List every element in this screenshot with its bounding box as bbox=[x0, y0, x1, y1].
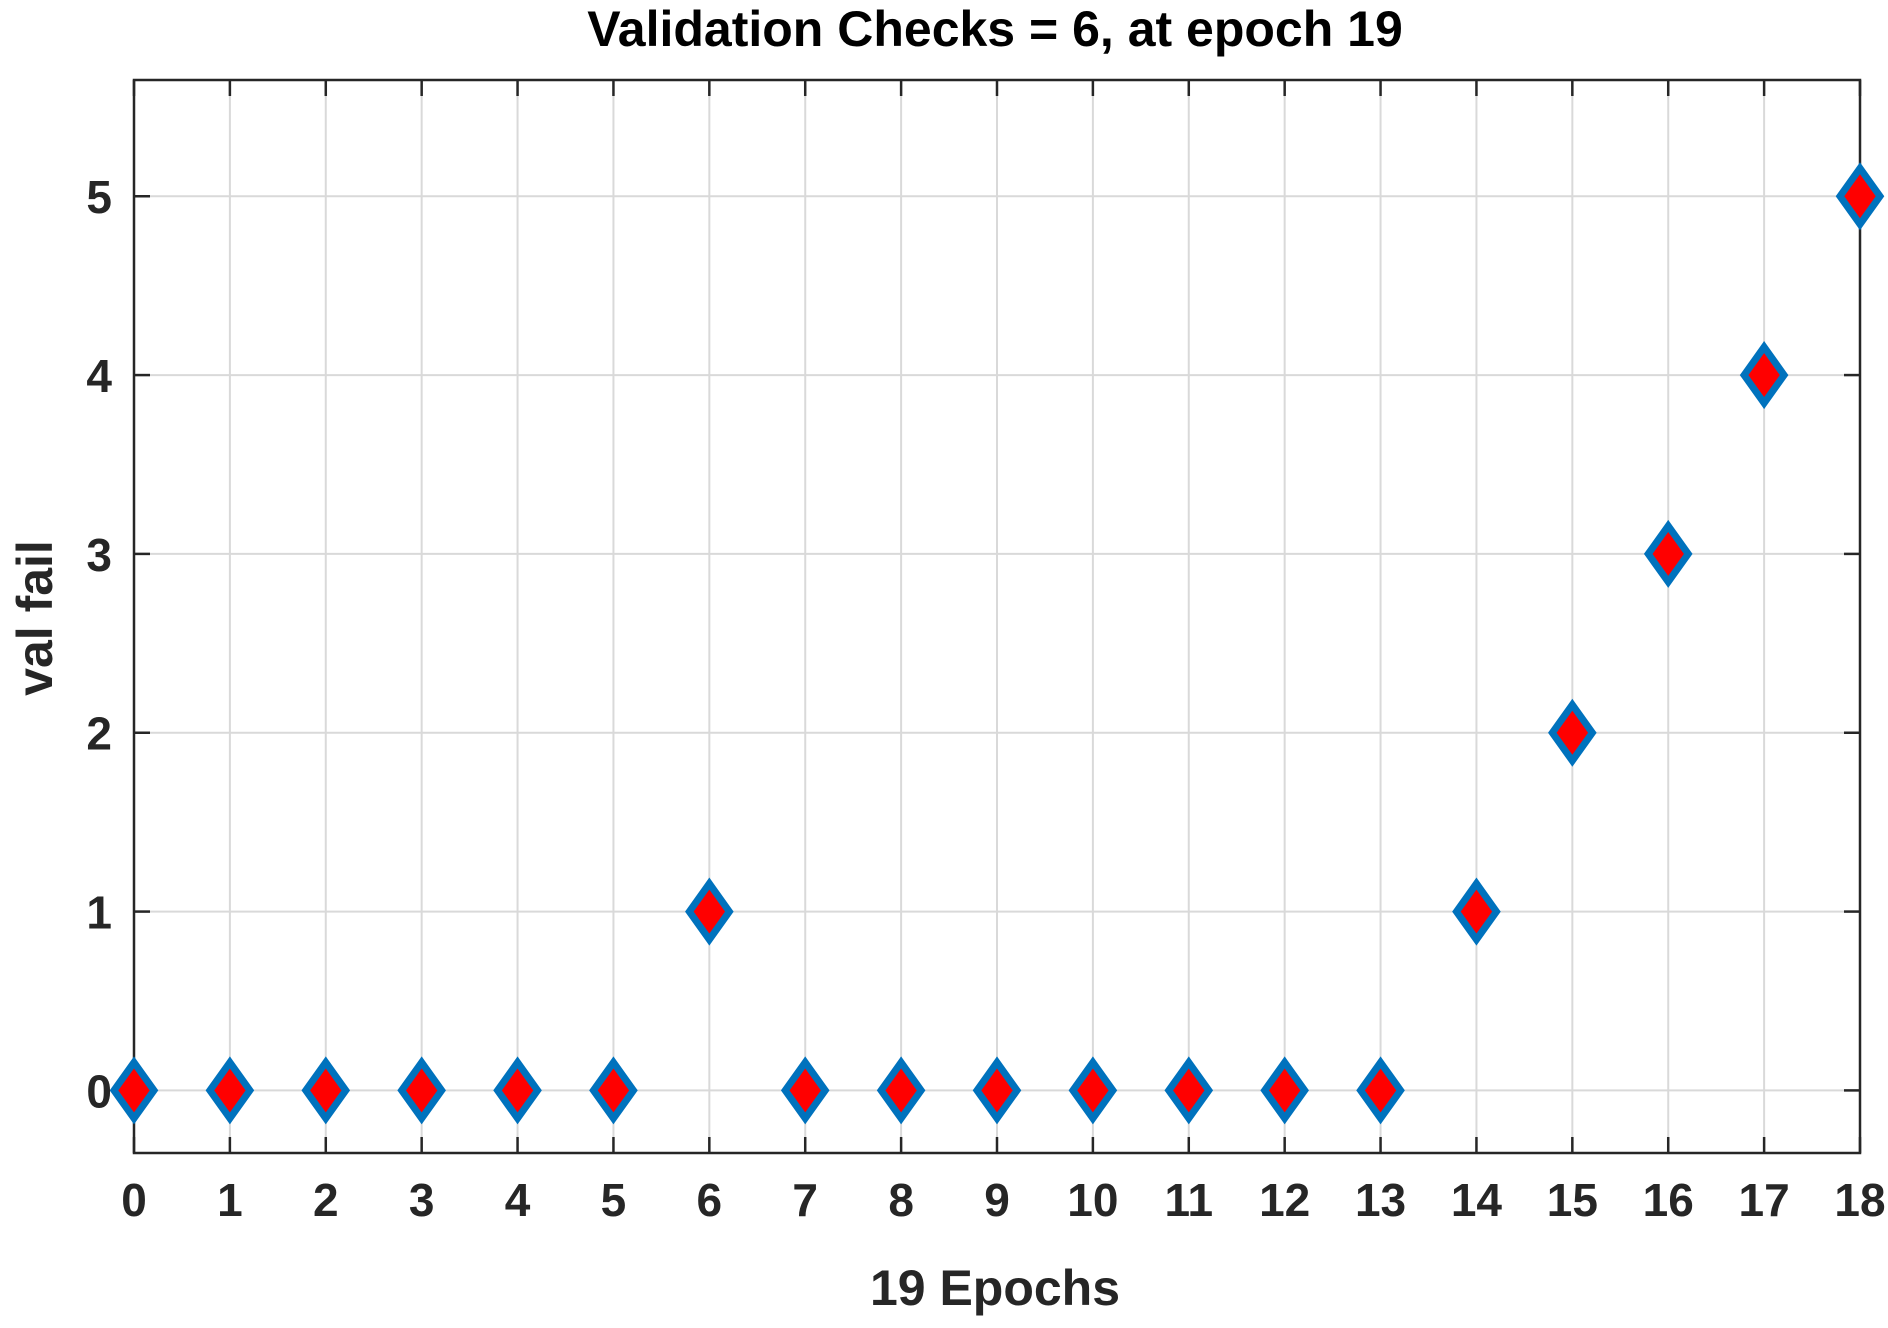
x-tick-label: 5 bbox=[601, 1174, 627, 1226]
x-tick-label: 17 bbox=[1739, 1174, 1790, 1226]
data-point-marker bbox=[1643, 519, 1693, 588]
chart-title: Validation Checks = 6, at epoch 19 bbox=[587, 1, 1403, 57]
data-point-marker bbox=[972, 1056, 1022, 1125]
y-tick-label: 1 bbox=[86, 887, 112, 939]
data-point-marker bbox=[1260, 1056, 1309, 1125]
data-point-marker bbox=[1548, 698, 1597, 767]
data-point-marker bbox=[109, 1056, 159, 1125]
y-tick-label: 3 bbox=[86, 529, 112, 581]
x-axis-label: 19 Epochs bbox=[870, 1260, 1120, 1316]
y-tick-label: 5 bbox=[86, 171, 112, 223]
data-point-marker bbox=[397, 1056, 446, 1125]
data-point-marker bbox=[1739, 341, 1789, 410]
data-points bbox=[109, 162, 1885, 1125]
data-point-marker bbox=[1164, 1056, 1214, 1125]
data-point-marker bbox=[685, 877, 734, 946]
data-point-marker bbox=[876, 1056, 926, 1125]
x-tick-label: 3 bbox=[409, 1174, 435, 1226]
x-tick-label: 18 bbox=[1834, 1174, 1885, 1226]
x-tick-label: 14 bbox=[1451, 1174, 1503, 1226]
y-tick-label: 2 bbox=[86, 708, 112, 760]
data-point-marker bbox=[589, 1056, 638, 1125]
data-point-marker bbox=[1835, 162, 1885, 231]
data-point-marker bbox=[205, 1056, 255, 1125]
plot-frame bbox=[132, 78, 1862, 1155]
y-axis-label: val fail bbox=[7, 540, 63, 696]
x-tick-label: 16 bbox=[1643, 1174, 1694, 1226]
data-point-marker bbox=[780, 1056, 830, 1125]
x-tick-label: 2 bbox=[313, 1174, 339, 1226]
data-point-marker bbox=[301, 1056, 351, 1125]
x-tick-label: 9 bbox=[984, 1174, 1010, 1226]
x-tick-label: 6 bbox=[697, 1174, 723, 1226]
x-tick-label: 12 bbox=[1259, 1174, 1310, 1226]
x-tick-label: 1 bbox=[217, 1174, 243, 1226]
x-tick-label: 11 bbox=[1164, 1174, 1213, 1226]
data-point-marker bbox=[1356, 1056, 1405, 1125]
data-point-marker bbox=[1068, 1056, 1118, 1125]
y-tick-label: 0 bbox=[86, 1065, 112, 1117]
x-tick-label: 7 bbox=[792, 1174, 818, 1226]
data-point-marker bbox=[1452, 877, 1501, 946]
data-point-marker bbox=[493, 1056, 542, 1125]
x-tick-label: 0 bbox=[121, 1174, 147, 1226]
y-tick-label: 4 bbox=[86, 350, 112, 402]
x-tick-label: 8 bbox=[888, 1174, 914, 1226]
x-tick-label: 13 bbox=[1355, 1174, 1406, 1226]
x-tick-label: 10 bbox=[1067, 1174, 1118, 1226]
x-tick-label: 4 bbox=[505, 1174, 531, 1226]
x-tick-label: 15 bbox=[1547, 1174, 1598, 1226]
